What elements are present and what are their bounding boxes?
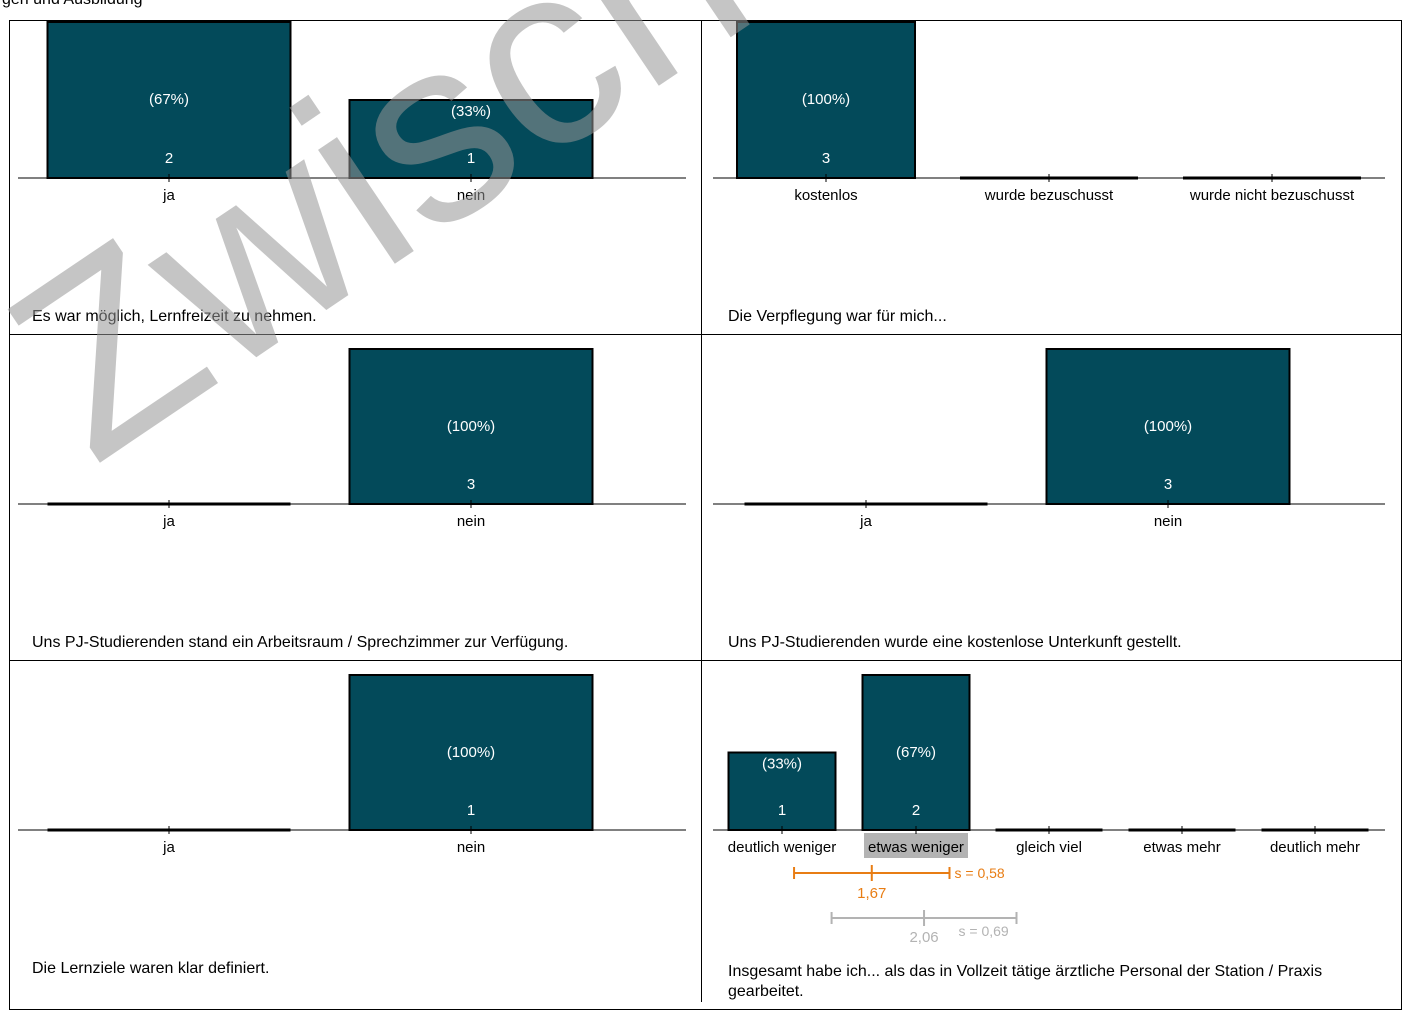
chart1-tick-label-1: ja <box>162 187 175 204</box>
chart3-bar-2 <box>348 348 594 505</box>
chart6-category-highlight <box>864 833 968 858</box>
chart4-tick-label-2: nein <box>1154 513 1182 530</box>
grid-divider-vertical <box>701 20 702 1002</box>
caption-3: Uns PJ-Studierenden stand ein Arbeitsrau… <box>32 634 569 651</box>
chart6-count-label-1: 1 <box>778 802 786 819</box>
chart3-tick-label-2: nein <box>457 513 485 530</box>
chart1-percent-label-1: (67%) <box>149 91 189 108</box>
chart4-tick-label-1: ja <box>859 513 872 530</box>
chart5-count-label-2: 1 <box>467 802 475 819</box>
chart1-percent-label-2: (33%) <box>451 103 491 120</box>
chart2-tick-label-2: wurde bezuschusst <box>984 187 1114 204</box>
chart6-tick-label-1: deutlich weniger <box>728 839 836 856</box>
top-cut-text: gen und Ausbildung <box>2 0 143 9</box>
chart6-tick-label-3: gleich viel <box>1016 839 1082 856</box>
chart3-tick-label-1: ja <box>162 513 175 530</box>
caption-2: Die Verpflegung war für mich... <box>728 308 947 325</box>
chart6-bar-1 <box>727 751 837 831</box>
chart2-bar-1 <box>736 21 916 179</box>
chart6-current-mean-label: 1,67 <box>857 885 886 902</box>
chart6-percent-label-2: (67%) <box>896 744 936 761</box>
chart1-tick-label-2: nein <box>457 187 485 204</box>
chart4-percent-label-2: (100%) <box>1144 418 1192 435</box>
chart1-bar-2 <box>348 99 594 179</box>
chart6-tick-label-2: etwas weniger <box>868 839 964 856</box>
chart5-bar-2 <box>348 674 594 831</box>
chart6-bar-2 <box>861 674 971 831</box>
chart6-tick-label-4: etwas mehr <box>1143 839 1221 856</box>
chart6-tick-label-5: deutlich mehr <box>1270 839 1360 856</box>
chart3-percent-label-2: (100%) <box>447 418 495 435</box>
grid-divider-horizontal-1 <box>9 334 1402 335</box>
chart5-tick-label-2: nein <box>457 839 485 856</box>
chart2-tick-label-3: wurde nicht bezuschusst <box>1189 187 1355 204</box>
chart2-tick-label-1: kostenlos <box>794 187 857 204</box>
chart6-current-sd-label: s = 0,58 <box>955 865 1005 881</box>
grid-divider-horizontal-2 <box>9 660 1402 661</box>
chart6-percent-label-1: (33%) <box>762 756 802 773</box>
chart5-percent-label-2: (100%) <box>447 744 495 761</box>
chart1-bar-1 <box>46 21 292 179</box>
caption-6: Insgesamt habe ich... als das in Vollzei… <box>728 963 1323 1000</box>
chart4-bar-2 <box>1045 348 1291 505</box>
chart4-count-label-2: 3 <box>1164 476 1172 493</box>
chart5-tick-label-1: ja <box>162 839 175 856</box>
chart6-reference-sd-label: s = 0,69 <box>959 923 1009 939</box>
chart2-count-label-1: 3 <box>822 150 830 167</box>
chart6-reference-mean-label: 2,06 <box>909 929 938 946</box>
chart6-count-label-2: 2 <box>912 802 920 819</box>
chart3-count-label-2: 3 <box>467 476 475 493</box>
caption-4: Uns PJ-Studierenden wurde eine kostenlos… <box>728 634 1182 651</box>
caption-5: Die Lernziele waren klar definiert. <box>32 960 270 977</box>
chart1-count-label-2: 1 <box>467 150 475 167</box>
chart2-percent-label-1: (100%) <box>802 91 850 108</box>
caption-1: Es war möglich, Lernfreizeit zu nehmen. <box>32 308 317 325</box>
chart1-count-label-1: 2 <box>165 150 173 167</box>
